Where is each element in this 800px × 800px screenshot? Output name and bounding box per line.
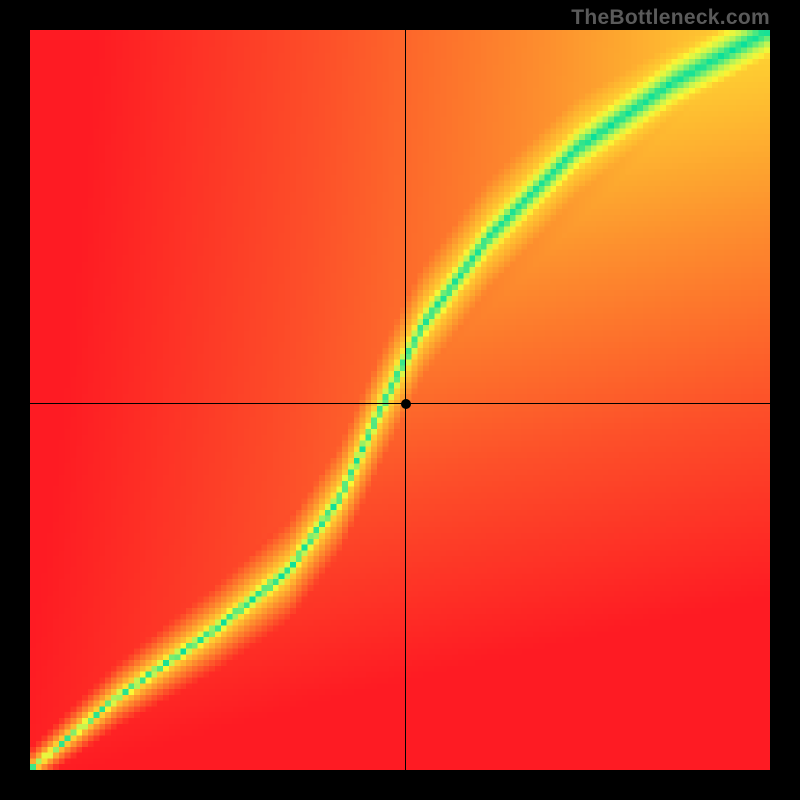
- crosshair-marker-dot: [401, 399, 411, 409]
- bottleneck-heatmap: [30, 30, 770, 770]
- watermark-text: TheBottleneck.com: [571, 6, 770, 30]
- chart-container: TheBottleneck.com: [0, 0, 800, 800]
